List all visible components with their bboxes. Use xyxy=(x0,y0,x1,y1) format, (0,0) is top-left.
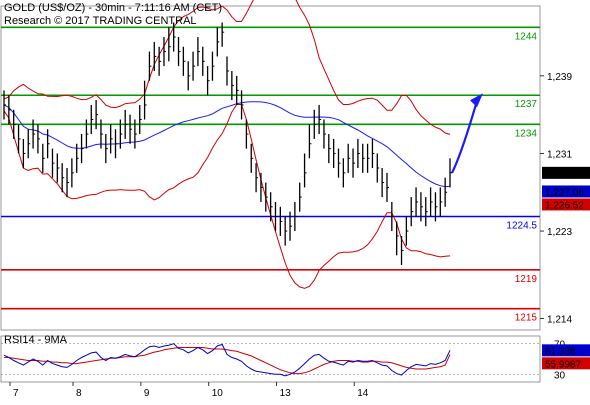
rsi-ma-line xyxy=(4,347,451,375)
level-label-1244: 1244 xyxy=(515,31,538,42)
chart-title: GOLD (US$/OZ) - 30min - 7:11:16 AM (CET) xyxy=(4,2,222,14)
forecast-arrow-line xyxy=(451,96,480,174)
price-label-box-bollinger xyxy=(542,198,590,211)
x-tick-label-14: 14 xyxy=(357,388,369,399)
moving-average-line xyxy=(3,101,451,188)
y-tick-label-1223: 1,223 xyxy=(547,227,572,238)
level-label-1219: 1219 xyxy=(515,274,538,285)
axes: 1,239 1,231 1,223 1,214 1,229.08 1,227.08 1,22… xyxy=(0,5,590,399)
rsi-panel xyxy=(1,343,540,377)
level-label-1234: 1234 xyxy=(515,128,538,139)
x-tick-label-8: 8 xyxy=(76,388,82,399)
bollinger-upper-line xyxy=(3,0,451,135)
rsi-title: RSI14 - 9MA xyxy=(4,334,68,346)
y-tick-label-1214: 1,214 xyxy=(547,314,572,325)
level-label-1215: 1215 xyxy=(515,313,538,324)
price-label-bollinger: 1,226.52 xyxy=(545,200,584,211)
price-panel: 1244 1237 1234 1224.5 1219 1215 xyxy=(1,0,540,324)
price-label-box-last xyxy=(542,166,590,179)
rsi-tick-label-30: 30 xyxy=(554,370,566,381)
y-tick-label-1239: 1,239 xyxy=(547,72,572,83)
rsi-ma-label: 55.9987 xyxy=(545,359,582,370)
level-label-1237: 1237 xyxy=(515,99,538,110)
rsi-panel-frame xyxy=(0,335,541,383)
rsi-last-label: 61.338 xyxy=(545,346,576,357)
price-label-box-moving_average xyxy=(542,185,590,198)
rsi-ma-label-box xyxy=(542,357,590,370)
rsi-line xyxy=(3,343,451,377)
rsi-last-label-box xyxy=(542,344,590,357)
level-label-1224-5: 1224.5 xyxy=(506,221,537,232)
x-tick-label-7: 7 xyxy=(13,388,19,399)
x-tick-label-10: 10 xyxy=(212,388,224,399)
x-tick-label-13: 13 xyxy=(280,388,292,399)
price-label-last: 1,229.08 xyxy=(545,169,584,180)
x-tick-label-9: 9 xyxy=(144,388,150,399)
price-label-moving_average: 1,227.08 xyxy=(545,187,584,198)
bollinger-lower-line xyxy=(3,104,451,289)
price-bars xyxy=(3,22,452,266)
y-tick-label-1231: 1,231 xyxy=(547,149,572,160)
forecast-arrow-head xyxy=(470,93,483,108)
price-panel-frame xyxy=(0,5,541,331)
chart-subtitle: Research © 2017 TRADING CENTRAL xyxy=(4,15,197,27)
